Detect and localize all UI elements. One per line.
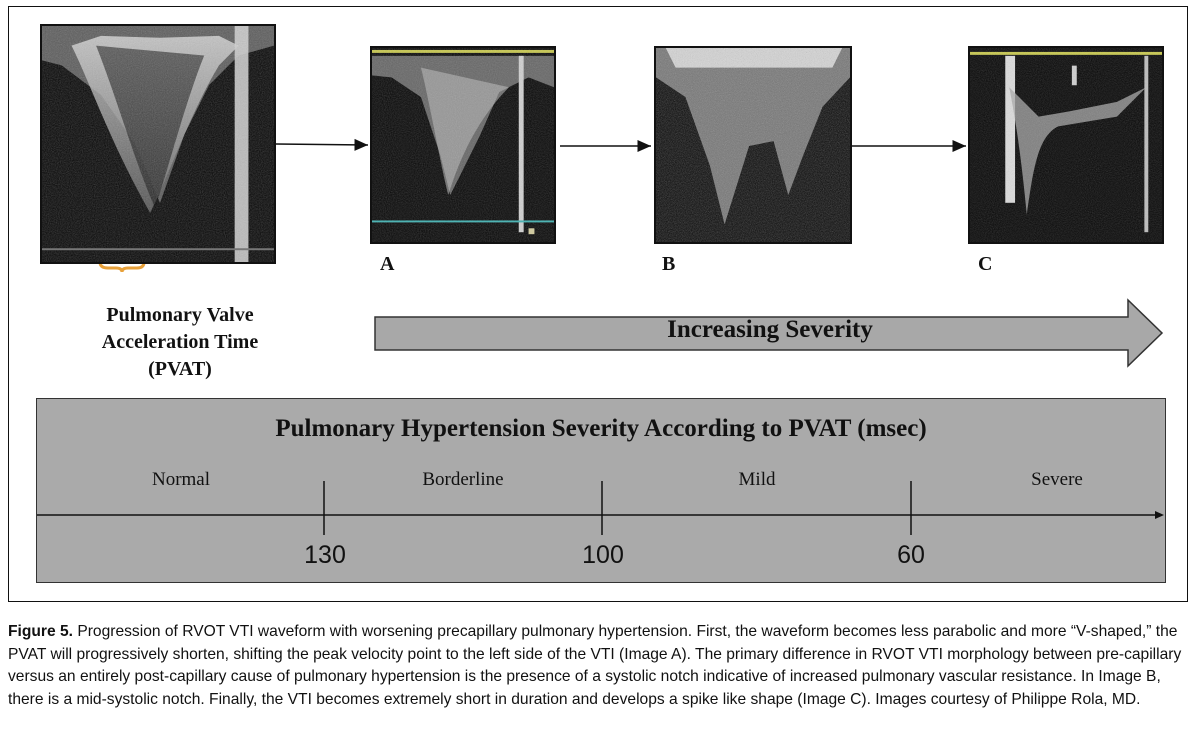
figure-frame [8,6,1188,602]
pvat-caption-line3: (PVAT) [148,358,212,380]
scale-category-normal: Normal [151,469,211,490]
scale-axis-arrowhead [1155,511,1164,519]
scale-category-mild: Mild [738,469,776,490]
doppler-image-b [654,46,852,244]
figure-caption: Figure 5. Progression of RVOT VTI wavefo… [8,621,1194,711]
scale-axis [37,481,1164,535]
scale-category-severe: Severe [1031,469,1083,490]
panel-label-b: B [662,253,676,275]
scale-title: Pulmonary Hypertension Severity Accordin… [275,415,927,442]
caption-text: Progression of RVOT VTI waveform with wo… [8,623,1182,708]
scale-category-borderline: Borderline [422,469,504,490]
panel-label-a: A [380,253,395,275]
pvat-severity-scale: Pulmonary Hypertension Severity Accordin… [36,398,1166,583]
caption-figure-label: Figure 5. [8,623,73,640]
scale-threshold-130: 130 [304,541,346,569]
doppler-image-a [370,46,556,244]
doppler-image-c [968,46,1164,244]
pvat-caption-line2: Acceleration Time [101,331,259,353]
pvat-doppler-image [40,24,276,264]
panel-label-c: C [978,253,993,275]
increasing-severity-label: Increasing Severity [667,316,873,343]
pvat-caption: Pulmonary Valve Acceleration Time (PVAT) [40,302,320,383]
pvat-caption-line1: Pulmonary Valve [106,304,254,326]
scale-threshold-100: 100 [582,541,624,569]
scale-threshold-60: 60 [897,541,925,569]
